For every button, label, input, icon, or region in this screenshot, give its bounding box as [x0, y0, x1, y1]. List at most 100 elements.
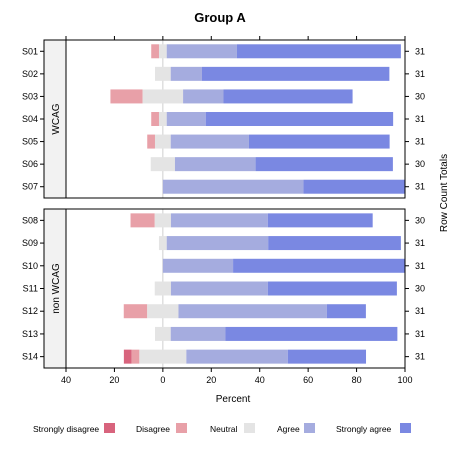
- row-total: 31: [415, 329, 425, 339]
- panel-frame: [43, 208, 406, 369]
- right-axis-label: Row Count Totals: [439, 154, 450, 232]
- bar-s11-strongly-agree: [267, 281, 397, 296]
- bar-s02-neutral: [154, 66, 171, 81]
- bar-s14-disagree: [131, 349, 140, 364]
- bar-s13-neutral: [154, 326, 171, 341]
- bar-s13-strongly-agree: [225, 326, 398, 341]
- bar-s05-disagree: [147, 134, 155, 149]
- bar-s08-agree: [170, 213, 268, 228]
- bar-s09-neutral: [158, 236, 167, 251]
- bar-s03-disagree: [110, 89, 143, 104]
- row-label: S03: [22, 91, 38, 101]
- bar-s04-neutral: [158, 112, 167, 126]
- bar-s05-neutral: [154, 134, 171, 149]
- bar-s01-agree: [166, 44, 237, 59]
- bar-s12-strongly-agree: [326, 304, 366, 319]
- bar-s01-disagree: [151, 44, 159, 59]
- bar-s01-strongly-agree: [236, 44, 401, 59]
- legend-swatch: [244, 423, 255, 433]
- bar-s12-neutral: [147, 304, 179, 319]
- bar-s07-strongly-agree: [303, 179, 405, 194]
- chart-title: Group A: [194, 10, 246, 25]
- row-total: 31: [415, 114, 425, 124]
- x-tick-label: 40: [61, 375, 71, 385]
- row-total: 31: [415, 306, 425, 316]
- row-total: 30: [415, 215, 425, 225]
- bar-s08-disagree: [130, 213, 155, 228]
- x-tick-label: 100: [397, 375, 412, 385]
- legend-swatch: [176, 423, 187, 433]
- bar-s10-strongly-agree: [233, 258, 405, 273]
- bar-s11-agree: [170, 281, 268, 296]
- bar-s08-neutral: [154, 213, 171, 228]
- row-label: S10: [22, 261, 38, 271]
- x-axis-label: Percent: [216, 394, 251, 405]
- row-total: 30: [415, 284, 425, 294]
- row-label: S07: [22, 182, 38, 192]
- row-total: 31: [415, 238, 425, 248]
- row-total: 31: [415, 69, 425, 79]
- bar-s06-strongly-agree: [255, 157, 393, 172]
- x-tick-label: 60: [303, 375, 313, 385]
- bar-s01-neutral: [158, 44, 167, 59]
- row-total: 31: [415, 261, 425, 271]
- panel-strip: [44, 40, 66, 198]
- legend-swatch: [104, 423, 115, 433]
- bar-s03-agree: [183, 89, 224, 104]
- row-total: 31: [415, 137, 425, 147]
- row-label: S02: [22, 69, 38, 79]
- bar-s12-agree: [178, 304, 327, 319]
- bar-s04-agree: [166, 112, 206, 126]
- row-total: 30: [415, 159, 425, 169]
- bar-s09-strongly-agree: [268, 236, 401, 251]
- bar-s05-strongly-agree: [248, 134, 390, 149]
- row-label: S09: [22, 238, 38, 248]
- bar-s13-agree: [170, 326, 226, 341]
- legend-label: Strongly disagree: [33, 424, 99, 434]
- row-label: S11: [23, 284, 38, 294]
- bar-s02-agree: [170, 66, 202, 81]
- legend-label: Agree: [277, 424, 300, 434]
- legend-label: Disagree: [136, 424, 170, 434]
- bar-s02-strongly-agree: [201, 66, 390, 81]
- bar-s03-neutral: [142, 89, 184, 104]
- x-tick-label: 0: [160, 375, 165, 385]
- row-total: 30: [415, 91, 425, 101]
- row-label: S05: [22, 137, 38, 147]
- legend-label: Neutral: [210, 424, 238, 434]
- legend-swatch: [304, 423, 315, 433]
- row-total: 31: [415, 352, 425, 362]
- panel-frame: [43, 39, 406, 199]
- bar-s04-disagree: [151, 112, 159, 126]
- row-label: S13: [22, 329, 38, 339]
- panel-strip: [44, 209, 66, 368]
- bar-s14-neutral: [139, 349, 187, 364]
- bar-s14-strongly-agree: [287, 349, 367, 364]
- bar-s06-agree: [174, 157, 256, 172]
- x-tick-label: 20: [206, 375, 216, 385]
- panel-label: WCAG: [51, 103, 62, 134]
- legend: Strongly disagree Disagree Neutral Agree Str…: [33, 423, 411, 434]
- bar-s10-agree: [162, 258, 234, 273]
- row-total: 31: [415, 182, 425, 192]
- x-axis: 40 20 0 20 40 60 80 100: [61, 36, 413, 385]
- bar-s05-agree: [170, 134, 249, 149]
- bar-s11-neutral: [154, 281, 171, 296]
- row-label: S08: [22, 215, 38, 225]
- bar-s09-agree: [166, 236, 269, 251]
- legend-label: Strongly agree: [336, 424, 392, 434]
- x-tick-label: 40: [255, 375, 265, 385]
- row-total: 31: [415, 46, 425, 56]
- legend-swatch: [400, 423, 411, 433]
- bar-s07-agree: [162, 179, 304, 194]
- bar-s14-strongly-disagree: [123, 349, 132, 364]
- row-label: S14: [22, 352, 38, 362]
- row-label: S04: [22, 114, 38, 124]
- row-label: S12: [22, 306, 38, 316]
- x-tick-label: 80: [352, 375, 362, 385]
- panel-label: non WCAG: [51, 263, 62, 314]
- bar-s03-strongly-agree: [223, 89, 353, 104]
- bar-s06-neutral: [150, 157, 175, 172]
